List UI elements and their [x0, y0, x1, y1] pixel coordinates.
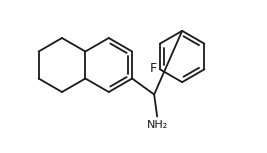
Text: F: F: [150, 62, 157, 75]
Text: NH₂: NH₂: [147, 119, 168, 129]
